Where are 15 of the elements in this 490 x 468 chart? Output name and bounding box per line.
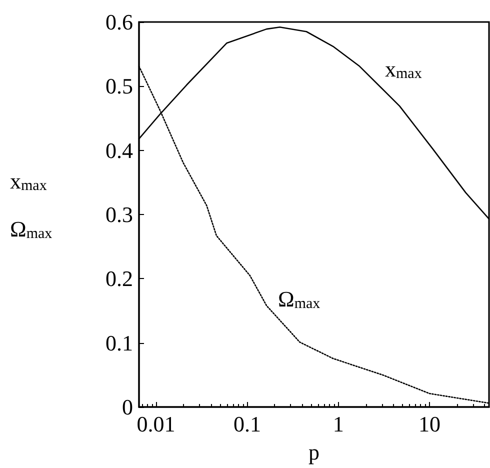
text: xmax Ωmax [10, 168, 52, 242]
series-label: xmax [385, 56, 422, 82]
y-tick-label: 0.5 [106, 74, 133, 99]
y-tick-label: 0.4 [106, 138, 133, 163]
y-tick-label: 0.6 [106, 10, 133, 34]
y-tick-label: 0.2 [106, 266, 133, 292]
y-tick-label: 0.1 [106, 330, 133, 356]
x-tick-label: 0.1 [233, 412, 261, 436]
x-axis-title: p [308, 440, 320, 464]
x-tick-label: 10 [418, 412, 440, 436]
y-tick-label: 0 [122, 394, 133, 420]
y-tick-label: 0.3 [106, 202, 133, 227]
series-label: Ωmax [278, 286, 321, 312]
x-tick-label: 1 [332, 412, 344, 436]
x-tick-label: 0.01 [136, 412, 176, 436]
